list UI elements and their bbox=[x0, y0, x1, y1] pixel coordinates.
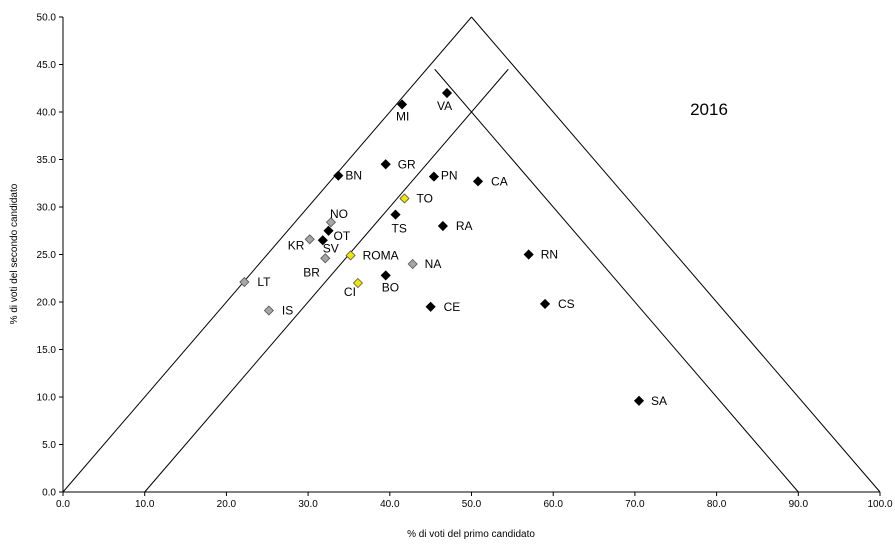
x-tick-label: 90.0 bbox=[789, 499, 809, 510]
point-label-is: IS bbox=[282, 304, 293, 318]
x-tick-label: 100.0 bbox=[867, 499, 892, 510]
reference-line-1 bbox=[62, 16, 472, 493]
point-roma bbox=[345, 250, 356, 261]
point-gr bbox=[380, 159, 391, 170]
point-label-br: BR bbox=[303, 265, 320, 279]
point-label-ca: CA bbox=[491, 174, 508, 188]
point-label-ra: RA bbox=[456, 219, 473, 233]
point-ra bbox=[437, 220, 448, 232]
point-label-ci: CI bbox=[344, 285, 356, 299]
point-br bbox=[320, 253, 331, 264]
point-pn bbox=[428, 171, 439, 182]
x-tick-label: 80.0 bbox=[707, 499, 727, 510]
y-tick-label: 45.0 bbox=[37, 60, 57, 71]
point-va bbox=[441, 87, 453, 99]
point-label-roma: ROMA bbox=[363, 248, 399, 262]
y-tick-label: 40.0 bbox=[37, 108, 57, 119]
point-label-to: TO bbox=[417, 191, 433, 205]
point-to bbox=[399, 193, 410, 204]
point-mi bbox=[396, 99, 408, 110]
x-axis-ticks: 0.0 10.0 20.0 30.0 40.0 50.0 60.0 70.0 80.0 90.0 1… bbox=[56, 492, 893, 510]
point-label-sv: SV bbox=[323, 241, 339, 255]
point-sa bbox=[633, 395, 645, 406]
point-label-no: NO bbox=[330, 207, 348, 221]
y-tick-label: 15.0 bbox=[37, 345, 57, 356]
point-bo bbox=[380, 270, 391, 281]
y-tick-label: 10.0 bbox=[37, 393, 57, 404]
point-label-va: VA bbox=[437, 99, 452, 113]
point-label-lt: LT bbox=[257, 275, 271, 289]
point-sv bbox=[317, 235, 328, 246]
point-label-pn: PN bbox=[441, 169, 458, 183]
point-label-cs: CS bbox=[558, 297, 575, 311]
point-ci bbox=[352, 277, 364, 289]
y-tick-label: 0.0 bbox=[42, 488, 56, 499]
axes bbox=[62, 17, 880, 493]
year-annotation: 2016 bbox=[690, 100, 728, 119]
y-tick-label: 30.0 bbox=[37, 203, 57, 214]
point-kr bbox=[304, 234, 315, 245]
y-tick-label: 5.0 bbox=[42, 440, 56, 451]
x-tick-label: 60.0 bbox=[543, 499, 563, 510]
point-label-bn: BN bbox=[345, 169, 362, 183]
point-ot bbox=[323, 225, 334, 236]
point-ts bbox=[390, 209, 401, 220]
point-label-ot: OT bbox=[334, 229, 351, 243]
y-axis-ticks: 0.0 5.0 10.0 15.0 20.0 25.0 30.0 35.0 40.0 45.0 50… bbox=[37, 13, 63, 499]
point-cs bbox=[539, 298, 551, 309]
x-tick-label: 0.0 bbox=[56, 499, 70, 510]
point-label-mi: MI bbox=[396, 109, 409, 123]
point-ca bbox=[472, 176, 484, 187]
x-tick-label: 20.0 bbox=[217, 499, 237, 510]
y-axis-label: % di voti del secondo candidato bbox=[9, 183, 20, 324]
reference-line-2 bbox=[471, 16, 881, 493]
point-na bbox=[407, 258, 418, 270]
reference-line-4 bbox=[434, 68, 799, 493]
x-tick-label: 70.0 bbox=[625, 499, 645, 510]
point-label-ce: CE bbox=[444, 300, 461, 314]
x-tick-label: 30.0 bbox=[298, 499, 318, 510]
point-label-sa: SA bbox=[651, 394, 667, 408]
x-tick-label: 40.0 bbox=[380, 499, 400, 510]
point-label-rn: RN bbox=[541, 248, 558, 262]
point-label-bo: BO bbox=[382, 280, 399, 294]
point-label-gr: GR bbox=[398, 157, 416, 171]
y-tick-label: 25.0 bbox=[37, 250, 57, 261]
x-tick-label: 50.0 bbox=[462, 499, 482, 510]
point-ce bbox=[425, 301, 436, 312]
point-label-ts: TS bbox=[392, 222, 407, 236]
point-label-kr: KR bbox=[288, 238, 305, 252]
point-lt bbox=[239, 276, 250, 288]
point-bn bbox=[333, 170, 344, 181]
y-tick-label: 50.0 bbox=[37, 13, 57, 24]
x-axis-label: % di voti del primo candidato bbox=[407, 529, 535, 540]
data-points bbox=[239, 87, 645, 406]
y-tick-label: 35.0 bbox=[37, 155, 57, 166]
point-rn bbox=[523, 249, 534, 260]
reference-lines bbox=[62, 16, 881, 493]
point-no bbox=[325, 217, 337, 228]
x-tick-label: 10.0 bbox=[135, 499, 155, 510]
y-tick-label: 20.0 bbox=[37, 298, 57, 309]
reference-line-3 bbox=[144, 68, 509, 493]
point-label-na: NA bbox=[425, 257, 442, 271]
point-is bbox=[263, 305, 274, 316]
